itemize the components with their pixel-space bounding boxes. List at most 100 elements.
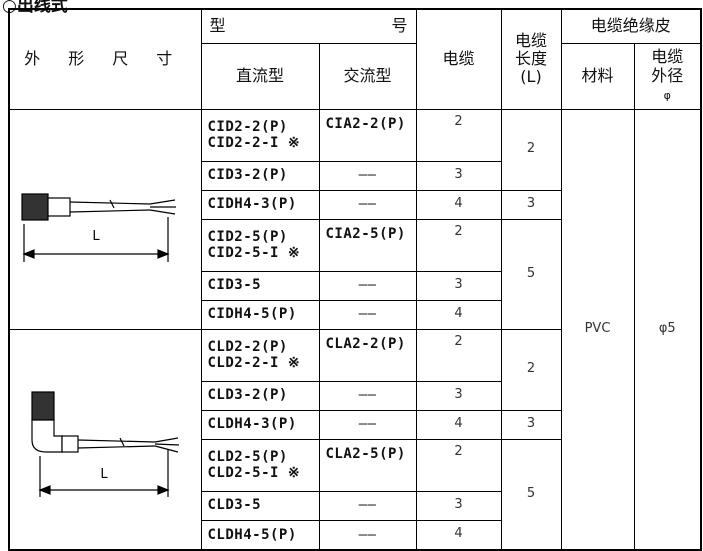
cell-text: 2 (526, 141, 536, 157)
cell-text: 4 (454, 416, 463, 432)
cell-text: 3 (454, 497, 463, 513)
cell-text: —— (358, 497, 377, 514)
cell-text: CID2-2(P) (207, 118, 288, 135)
length-cell: 5 (500, 438, 562, 551)
cell-text: CLD2-2(P) (207, 338, 288, 355)
header-text: 外形尺寸 (24, 49, 201, 69)
header-cell: 交流型 (318, 42, 417, 110)
ac-model-cell: —— (318, 299, 417, 330)
cores-cell: 4 (415, 189, 502, 220)
cores-cell: 2 (415, 218, 502, 272)
header-cell: 电缆 外径 φ (633, 42, 702, 110)
cell-text: CID2-2-I ※ (207, 135, 301, 151)
ac-model-cell: —— (318, 160, 417, 191)
header-cell: 外形尺寸 (8, 8, 202, 110)
cell-text: 3 (454, 167, 463, 183)
cell-text: 2 (454, 333, 463, 349)
cell-text: —— (358, 416, 377, 433)
cell-text: CID2-5(P) (207, 228, 288, 245)
cell-text: CLDH4-5(P) (207, 526, 297, 543)
cell-text: CLA2-2(P) (325, 335, 406, 352)
header-cell: 型号 (200, 8, 417, 44)
cell-text: 4 (454, 306, 463, 322)
cores-cell: 3 (415, 380, 502, 411)
cores-cell: 4 (415, 299, 502, 330)
cell-text: —— (358, 387, 377, 404)
header-text: 交流型 (343, 65, 392, 85)
cell-text: CID3-2(P) (207, 167, 288, 184)
length-cell: 2 (500, 328, 562, 411)
figure-cell: L (8, 108, 202, 330)
length-cell: 5 (500, 218, 562, 330)
cell-text: 3 (454, 387, 463, 403)
header-text: 外径 (651, 65, 684, 85)
header-cell: 电缆 (415, 8, 502, 110)
ac-model-cell: —— (318, 519, 417, 551)
table-row: L CID2-2(P) CID2-2-I ※ CIA2-2(P) 2 2 PVC φ5 (8, 108, 702, 551)
cell-text: 3 (526, 416, 536, 432)
cell-text: CID2-5-I ※ (207, 245, 301, 261)
cell-text: CIDH4-3(P) (207, 196, 297, 213)
ac-model-cell: —— (318, 380, 417, 411)
dc-model-cell: CLD2-5(P) CLD2-5-I ※ (200, 438, 320, 492)
cell-text: 2 (526, 361, 536, 377)
cell-text: —— (358, 526, 377, 543)
dc-model-cell: CLDH4-3(P) (200, 409, 320, 440)
ac-model-cell: —— (318, 490, 417, 521)
cores-cell: 4 (415, 519, 502, 551)
cell-text: —— (358, 196, 377, 213)
table-row: CLD3-5 —— 3 (9, 490, 701, 521)
header-cell: 电缆绝缘皮 (560, 8, 702, 44)
cell-text: CIDH4-5(P) (207, 306, 297, 323)
header-text: 直流型 (235, 65, 284, 85)
cores-cell: 3 (415, 160, 502, 191)
dimension-label: L (101, 467, 109, 482)
cable-figure: L (31, 391, 180, 498)
dc-model-cell: CID2-5(P) CID2-5-I ※ (200, 218, 320, 272)
dc-model-cell: CLD3-2(P) (200, 380, 320, 411)
cell-text: CID3-5 (207, 277, 262, 294)
cable-figure: L (21, 193, 177, 262)
cell-text: 4 (454, 526, 463, 542)
cores-cell: 4 (415, 409, 502, 440)
cores-cell: 2 (415, 108, 502, 162)
header-text: 电缆 (651, 47, 684, 67)
dc-model-cell: CID3-5 (200, 270, 320, 301)
dc-model-cell: CID3-2(P) (200, 160, 320, 191)
cell-text: CLD2-2-I ※ (207, 355, 301, 371)
ac-model-cell: CIA2-2(P) (318, 108, 417, 162)
material-cell: PVC (560, 108, 635, 551)
header-text: φ (663, 89, 671, 103)
table-row: CID3-5 —— 3 (9, 270, 701, 301)
cell-text: CIA2-2(P) (325, 115, 406, 132)
ac-model-cell: CIA2-5(P) (318, 218, 417, 272)
cell-text: CLDH4-3(P) (207, 416, 297, 433)
cores-cell: 2 (415, 328, 502, 382)
cores-cell: 3 (415, 490, 502, 521)
dc-model-cell: CLD3-5 (200, 490, 320, 521)
cell-text: 5 (526, 265, 536, 281)
dc-model-cell: CIDH4-3(P) (200, 189, 320, 220)
header-text: 长度 (514, 49, 547, 69)
table-row: CID2-5(P) CID2-5-I ※ CIA2-5(P) 2 5 (9, 218, 701, 330)
cell-text: 4 (454, 196, 463, 212)
diameter-cell: φ5 (633, 108, 702, 551)
header-text: 型 (209, 16, 226, 36)
header-text: 电缆绝缘皮 (590, 16, 671, 36)
ac-model-cell: CLA2-5(P) (318, 438, 417, 492)
table-row: L CLD2-2(P) CLD2-2-I ※ CLA2-2(P) 2 2 (8, 328, 701, 551)
cores-cell: 2 (415, 438, 502, 492)
header-text: 号 (391, 16, 408, 36)
cell-text: CLD2-5-I ※ (207, 465, 301, 481)
cell-text: 2 (454, 443, 463, 459)
cell-text: 3 (454, 277, 463, 293)
cores-cell: 3 (415, 270, 502, 301)
cell-text: —— (358, 306, 377, 323)
header-cell: 电缆 长度 (L) (500, 8, 562, 110)
cell-text: 3 (526, 196, 536, 212)
cell-text: —— (358, 167, 377, 184)
cell-text: φ5 (658, 320, 676, 336)
ac-model-cell: —— (318, 409, 417, 440)
dc-model-cell: CLDH4-5(P) (200, 519, 320, 551)
